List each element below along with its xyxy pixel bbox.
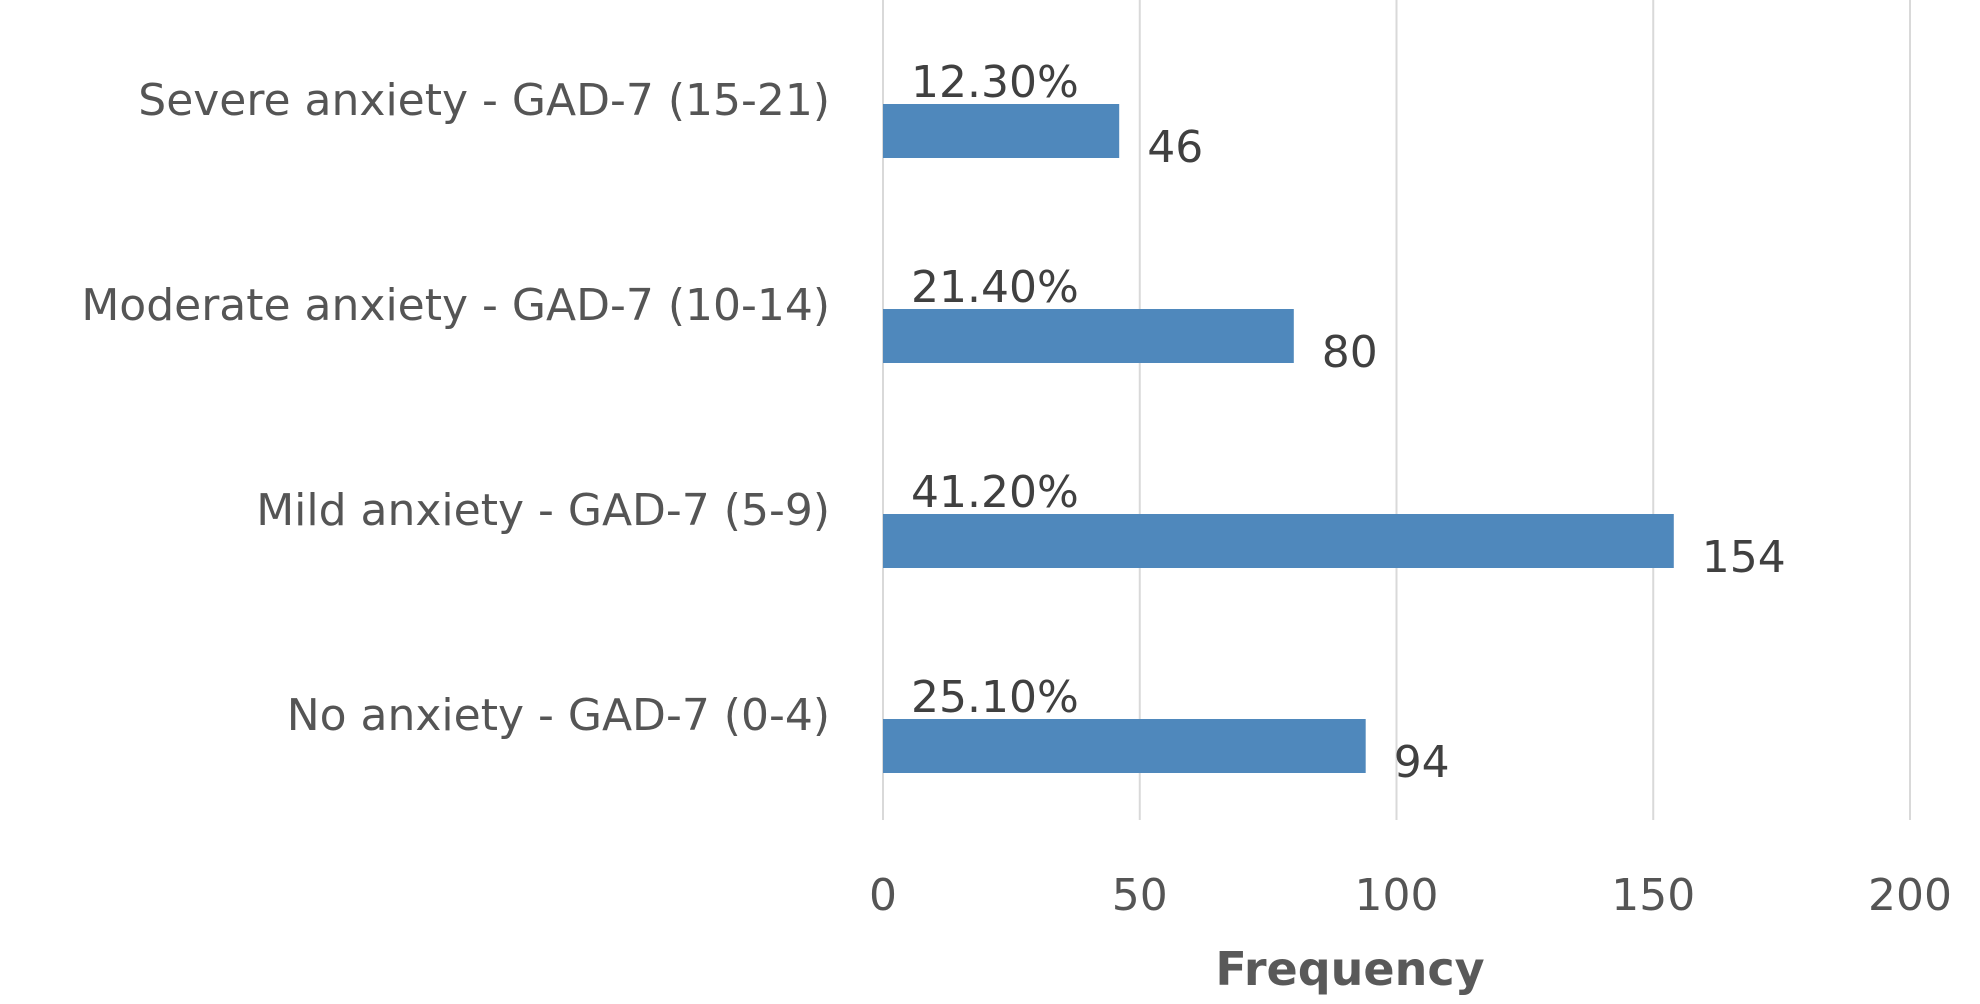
- x-tick-label: 200: [1868, 870, 1952, 921]
- data-label: 46: [1147, 122, 1203, 173]
- bars: [883, 104, 1674, 773]
- data-label: 80: [1322, 327, 1378, 378]
- bar: [883, 514, 1674, 568]
- bar: [883, 309, 1294, 363]
- data-label: 94: [1394, 737, 1450, 788]
- category-label: Severe anxiety - GAD-7 (15-21): [138, 75, 830, 126]
- category-label: No anxiety - GAD-7 (0-4): [287, 690, 830, 741]
- category-label: Moderate anxiety - GAD-7 (10-14): [81, 280, 830, 331]
- x-tick-label: 50: [1112, 870, 1168, 921]
- x-tick-label: 150: [1611, 870, 1695, 921]
- x-tick-label: 100: [1355, 870, 1439, 921]
- data-label: 154: [1702, 532, 1786, 583]
- category-label: Mild anxiety - GAD-7 (5-9): [256, 485, 830, 536]
- x-tick-label: 0: [869, 870, 897, 921]
- bar: [883, 104, 1120, 158]
- x-axis-title: Frequency: [1215, 942, 1484, 996]
- gridlines: [882, 0, 1911, 820]
- percent-label: 21.40%: [911, 262, 1079, 313]
- percent-label: 41.20%: [911, 467, 1079, 518]
- percent-label: 25.10%: [911, 672, 1079, 723]
- bar: [883, 719, 1366, 773]
- labels: 0 50 100 150 200 Severe anxiety - GAD-7 (15-2…: [81, 57, 1952, 921]
- percent-label: 12.30%: [911, 57, 1079, 108]
